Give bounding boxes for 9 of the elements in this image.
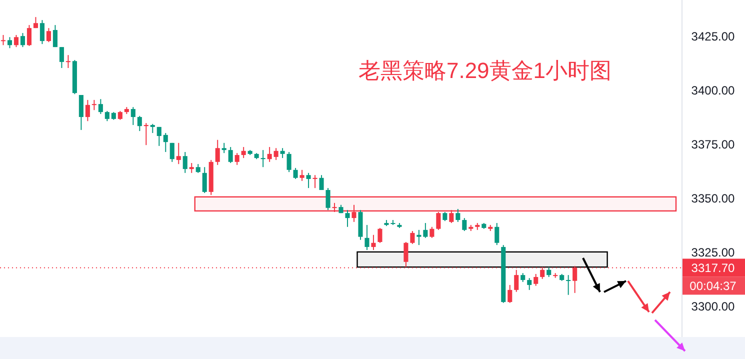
y-tick-label: 3350.00 [691, 191, 736, 206]
y-tick-label: 3300.00 [691, 299, 736, 314]
y-tick-label: 3425.00 [691, 30, 736, 44]
ref-line-label: 3317.70 [691, 261, 736, 276]
y-tick-label: 3325.00 [691, 245, 736, 260]
y-tick-label: 3375.00 [691, 137, 736, 152]
text: 00:04:37 [690, 279, 737, 294]
y-tick-label: 3400.00 [691, 84, 736, 98]
text: 老黑策略7.29黄金1小时图 [358, 58, 612, 83]
